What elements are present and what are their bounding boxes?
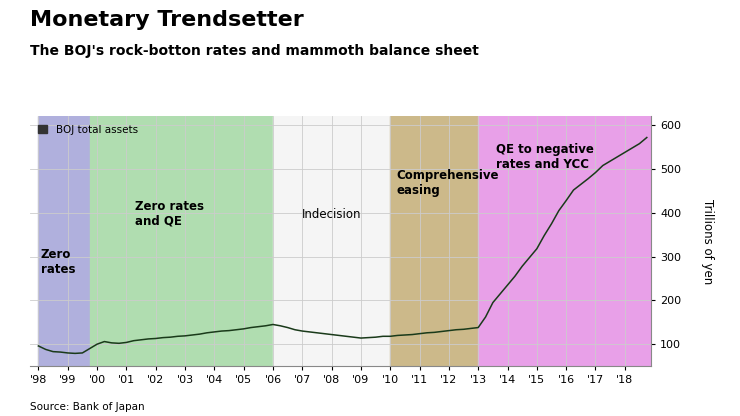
Text: Zero rates
and QE: Zero rates and QE — [135, 200, 204, 228]
Text: The BOJ's rock-botton rates and mammoth balance sheet: The BOJ's rock-botton rates and mammoth … — [30, 44, 479, 58]
Y-axis label: Trillions of yen: Trillions of yen — [701, 199, 714, 284]
Text: QE to negative
rates and YCC: QE to negative rates and YCC — [496, 143, 593, 171]
Text: Indecision: Indecision — [302, 208, 362, 221]
Text: Comprehensive
easing: Comprehensive easing — [396, 169, 499, 197]
Text: Source: Bank of Japan: Source: Bank of Japan — [30, 402, 144, 412]
Legend: BOJ total assets: BOJ total assets — [35, 122, 141, 138]
Text: Zero
rates: Zero rates — [41, 248, 75, 276]
Bar — [390, 116, 478, 366]
Bar — [478, 116, 651, 366]
Text: Monetary Trendsetter: Monetary Trendsetter — [30, 10, 303, 30]
Bar — [38, 116, 90, 366]
Bar — [273, 116, 390, 366]
Bar — [90, 116, 273, 366]
